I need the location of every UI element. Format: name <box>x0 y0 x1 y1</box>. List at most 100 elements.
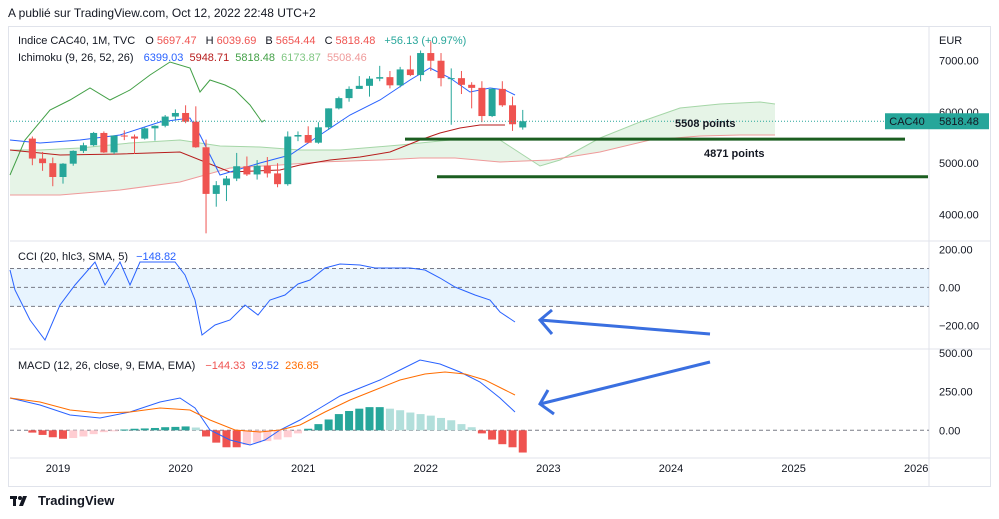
tradingview-logo-icon <box>10 494 32 508</box>
price-tag-bg <box>929 113 989 130</box>
macd-histogram-bar <box>242 430 251 445</box>
high-value: 6039.69 <box>216 35 257 47</box>
candle-body <box>120 135 128 137</box>
arrow-head-icon <box>538 389 555 416</box>
macd-histogram-bar <box>488 430 497 440</box>
macd-histogram-bar <box>304 428 313 431</box>
macd-histogram-bar <box>365 407 374 431</box>
macd-histogram-bar <box>212 430 221 443</box>
candle-body <box>100 132 108 153</box>
x-tick-label: 2024 <box>659 463 683 475</box>
candle-body <box>396 69 404 86</box>
candle-body <box>437 60 445 79</box>
candle-body <box>406 69 414 76</box>
macd-histogram-bar <box>263 430 272 442</box>
macd-histogram-bar <box>99 430 108 433</box>
candle-body <box>59 163 67 177</box>
symbol-name: Indice CAC40, 1M, TVC <box>18 35 136 47</box>
span-b-value: 5508.46 <box>326 52 367 64</box>
macd-line-value: 92.52 <box>251 360 280 372</box>
macd-legend: MACD (12, 26, close, 9, EMA, EMA) −144.3… <box>18 360 322 372</box>
kijun-value: 5948.71 <box>189 52 230 64</box>
macd-histogram-bar <box>59 430 67 439</box>
candle-body <box>498 88 506 106</box>
symbol-tag-text: CAC40 <box>889 116 924 128</box>
macd-histogram-bar <box>150 427 159 431</box>
macd-histogram-bar <box>324 419 333 431</box>
candle-body <box>202 147 210 194</box>
label-5508-points: 5508 points <box>675 118 736 130</box>
cci-band <box>10 268 929 307</box>
price-tick-label: 7000.00 <box>939 56 979 68</box>
macd-histogram-bar <box>48 430 57 438</box>
chikou-value: 5818.48 <box>235 52 276 64</box>
cci-name: CCI (20, hlc3, SMA, 5) <box>18 251 129 263</box>
ichimoku-cloud <box>10 102 775 195</box>
candle-body <box>478 87 486 117</box>
ichimoku-legend: Ichimoku (9, 26, 52, 26) 6399.03 5948.71… <box>18 52 370 64</box>
price-tick-label: 4000.00 <box>939 209 979 221</box>
candle-body <box>182 112 190 122</box>
cci-tick-label: −200.00 <box>939 320 979 332</box>
arrow-head-icon <box>537 308 554 335</box>
candle-body <box>376 77 384 79</box>
kijun-line <box>9 124 505 173</box>
candle-body <box>79 145 87 151</box>
candle-body <box>253 165 261 175</box>
annotation-arrow-macd <box>539 360 711 406</box>
published-header: A publié sur TradingView.com, Oct 12, 20… <box>8 6 316 20</box>
macd-signal-line <box>9 371 516 433</box>
macd-tick-label: 500.00 <box>939 348 973 360</box>
cci-legend: CCI (20, hlc3, SMA, 5) −148.82 <box>18 251 179 263</box>
macd-histogram-bar <box>416 414 425 431</box>
candle-body <box>325 108 333 128</box>
macd-histogram-bar <box>508 430 517 448</box>
macd-histogram-bar <box>406 412 415 431</box>
macd-signal-value: 236.85 <box>285 360 319 372</box>
candle-body <box>39 158 47 164</box>
candle-body <box>447 78 455 80</box>
footer-brand: TradingView <box>38 493 115 508</box>
candle-body <box>355 85 363 89</box>
candle-body <box>519 121 527 128</box>
tenkan-line <box>9 67 516 176</box>
macd-histogram-bar <box>437 417 446 431</box>
candle-body <box>212 185 220 194</box>
macd-histogram-bar <box>28 430 37 433</box>
macd-tick-label: 250.00 <box>939 387 973 399</box>
macd-histogram-bar <box>396 410 405 431</box>
macd-histogram-bar <box>38 430 47 435</box>
close-value: 5818.48 <box>335 35 376 47</box>
macd-histogram-bar <box>232 430 241 448</box>
symbol-tag-bg <box>885 113 929 130</box>
x-tick-label: 2020 <box>168 463 192 475</box>
macd-histogram-bar <box>191 427 200 431</box>
candle-body <box>284 136 292 185</box>
span-a-value: 6173.87 <box>281 52 321 64</box>
candle-body <box>386 77 394 86</box>
candle-body <box>243 166 251 175</box>
candle-body <box>69 150 77 164</box>
candle-body <box>274 173 282 185</box>
price-tick-label: 5000.00 <box>939 158 979 170</box>
macd-tick-label: 0.00 <box>939 425 960 437</box>
candle-body <box>131 136 139 139</box>
macd-histogram-bar <box>202 430 211 437</box>
footer: TradingView <box>10 493 114 508</box>
macd-histogram-bar <box>89 430 98 435</box>
macd-histogram-bar <box>498 430 507 445</box>
candle-body <box>345 88 353 99</box>
macd-histogram-bar <box>355 408 364 431</box>
macd-histogram-bar <box>253 430 262 443</box>
candle-body <box>233 166 241 179</box>
cci-tick-label: 0.00 <box>939 282 960 294</box>
candle-body <box>263 165 271 174</box>
cci-tick-label: 200.00 <box>939 245 973 257</box>
price-tag-text: 5818.48 <box>939 116 979 128</box>
macd-histogram-bar <box>457 424 466 431</box>
candle-body <box>366 78 373 86</box>
macd-histogram-bar <box>161 427 170 431</box>
candle-body <box>192 121 200 148</box>
macd-histogram-bar <box>345 410 354 431</box>
